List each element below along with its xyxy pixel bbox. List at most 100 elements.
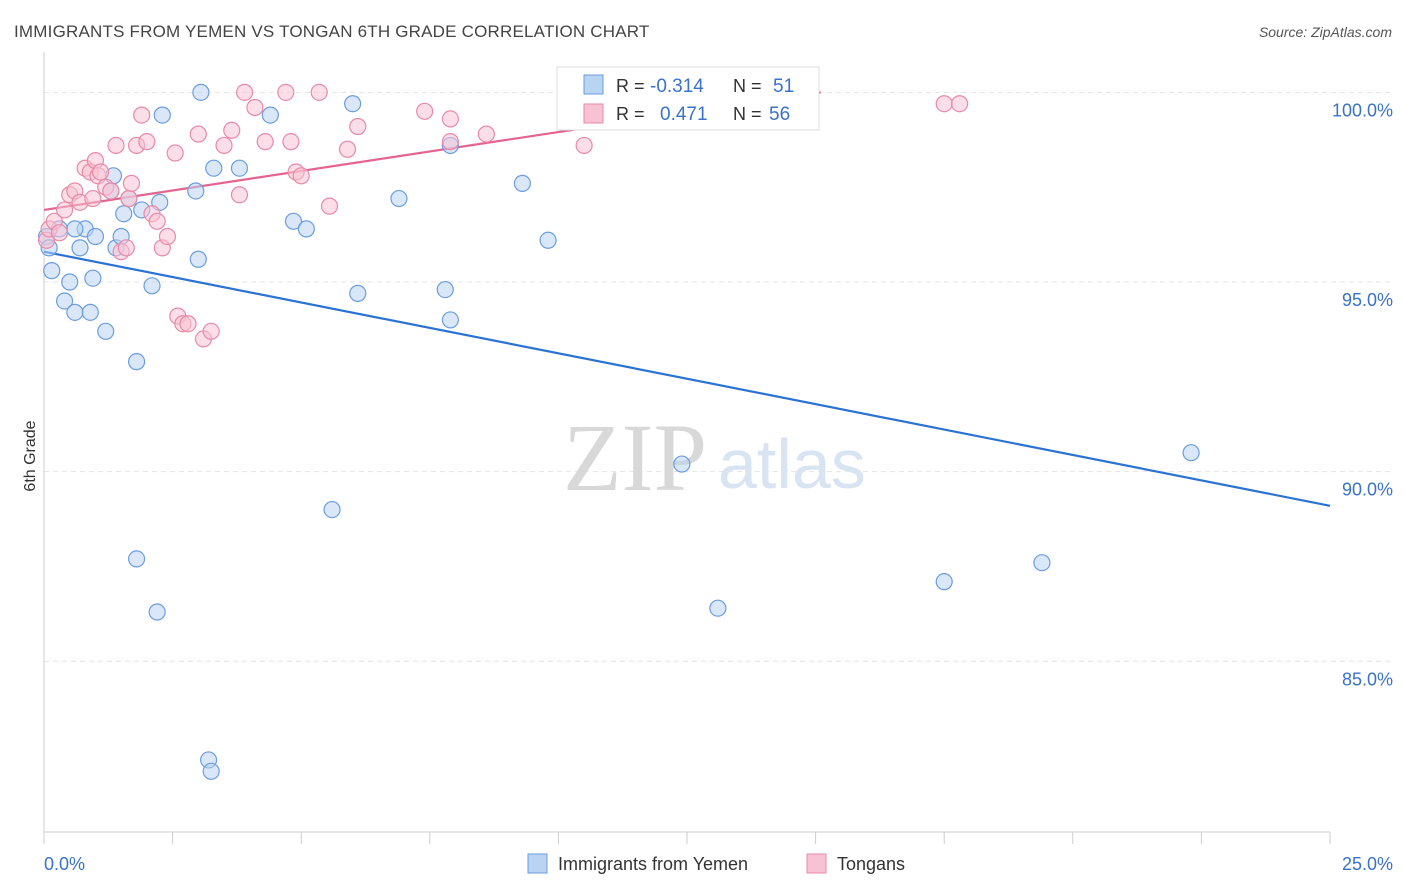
trend-line-yemen bbox=[43, 250, 1331, 507]
stats-r-value-1: -0.314 bbox=[650, 76, 704, 97]
point-tongans-19 bbox=[120, 189, 138, 208]
point-tongans-55 bbox=[292, 167, 310, 185]
point-yemen-48 bbox=[1182, 444, 1200, 462]
watermark: ZIP atlas bbox=[563, 404, 866, 511]
x-tick-label-0: 0.0% bbox=[44, 854, 85, 874]
point-tongans-4 bbox=[55, 201, 74, 219]
point-tongans-32 bbox=[189, 125, 207, 143]
point-yemen-43 bbox=[202, 762, 220, 780]
stats-n-label-1: N = bbox=[733, 76, 762, 96]
point-tongans-13 bbox=[91, 163, 110, 181]
point-yemen-37 bbox=[513, 174, 531, 192]
point-yemen-7 bbox=[71, 239, 89, 257]
point-tongans-3 bbox=[50, 224, 69, 242]
point-yemen-10 bbox=[84, 269, 102, 287]
legend-label-yemen: Immigrants from Yemen bbox=[558, 854, 748, 874]
point-yemen-32 bbox=[349, 284, 367, 302]
y-tick-label-1: 95.0% bbox=[1342, 290, 1393, 310]
point-tongans-16 bbox=[107, 136, 125, 155]
grid-lines bbox=[44, 91, 1390, 662]
y-tick-label-0: 100.0% bbox=[1332, 100, 1393, 120]
point-yemen-25 bbox=[192, 83, 210, 101]
stats-n-value-1: 51 bbox=[773, 76, 794, 97]
point-yemen-34 bbox=[436, 280, 454, 299]
point-yemen-18 bbox=[127, 353, 146, 371]
stats-r-label-2: R = bbox=[616, 104, 645, 124]
point-tongans-18 bbox=[117, 239, 135, 257]
point-yemen-46 bbox=[935, 573, 953, 591]
point-tongans-15 bbox=[102, 182, 120, 200]
point-yemen-5 bbox=[61, 273, 79, 291]
point-yemen-38 bbox=[539, 231, 557, 249]
point-tongans-46 bbox=[338, 140, 357, 158]
legend-label-tongans: Tongans bbox=[837, 854, 905, 874]
point-tongans-41 bbox=[277, 83, 295, 101]
x-tick-label-1: 25.0% bbox=[1342, 854, 1393, 874]
point-tongans-10 bbox=[84, 189, 102, 208]
point-yemen-16 bbox=[115, 205, 133, 223]
y-axis-label: 6th Grade bbox=[22, 420, 39, 491]
point-tongans-48 bbox=[416, 102, 434, 120]
point-yemen-24 bbox=[189, 250, 207, 268]
stats-swatch-pink bbox=[583, 103, 604, 124]
point-tongans-37 bbox=[230, 186, 249, 204]
point-yemen-11 bbox=[86, 227, 105, 246]
point-yemen-28 bbox=[261, 106, 279, 124]
point-tongans-20 bbox=[122, 174, 141, 192]
point-yemen-12 bbox=[97, 322, 115, 340]
series-legend: Immigrants from Yemen Tongans bbox=[527, 853, 905, 874]
point-tongans-23 bbox=[138, 133, 156, 151]
point-yemen-49 bbox=[66, 220, 84, 238]
point-tongans-54 bbox=[951, 95, 969, 113]
point-yemen-9 bbox=[81, 303, 99, 321]
point-yemen-4 bbox=[55, 292, 74, 310]
point-yemen-6 bbox=[66, 303, 84, 321]
point-yemen-30 bbox=[297, 220, 315, 238]
source-credit: Source: ZipAtlas.com bbox=[1258, 24, 1392, 40]
point-yemen-44 bbox=[673, 455, 691, 473]
stats-legend: R = -0.314 N = 51 R = 0.471 N = 56 bbox=[556, 66, 820, 131]
chart-title: IMMIGRANTS FROM YEMEN VS TONGAN 6TH GRAD… bbox=[14, 22, 650, 41]
point-tongans-51 bbox=[477, 125, 495, 143]
point-tongans-39 bbox=[246, 98, 264, 117]
point-yemen-45 bbox=[709, 599, 727, 617]
point-tongans-52 bbox=[575, 136, 593, 155]
point-tongans-47 bbox=[349, 117, 367, 136]
point-yemen-29 bbox=[284, 212, 303, 230]
legend-swatch-tongans bbox=[806, 853, 827, 874]
point-tongans-35 bbox=[215, 136, 233, 155]
point-tongans-40 bbox=[256, 133, 274, 151]
stats-n-value-2: 56 bbox=[769, 104, 790, 125]
point-yemen-27 bbox=[230, 159, 249, 177]
y-tick-label-3: 85.0% bbox=[1342, 669, 1393, 689]
point-yemen-41 bbox=[323, 500, 341, 519]
point-yemen-33 bbox=[390, 189, 408, 208]
point-tongans-49 bbox=[441, 133, 459, 151]
point-tongans-36 bbox=[223, 121, 241, 139]
point-yemen-2 bbox=[43, 262, 61, 280]
tick-labels: 100.0% 95.0% 90.0% 85.0% 0.0% 25.0% bbox=[44, 100, 1393, 874]
point-tongans-38 bbox=[236, 83, 254, 101]
stats-n-label-2: N = bbox=[733, 104, 762, 124]
point-yemen-40 bbox=[148, 603, 166, 621]
point-yemen-20 bbox=[143, 277, 161, 295]
point-tongans-42 bbox=[282, 133, 300, 151]
point-yemen-23 bbox=[187, 182, 205, 200]
axes bbox=[43, 52, 1331, 844]
stats-r-value-2: 0.471 bbox=[660, 104, 708, 125]
point-yemen-47 bbox=[1033, 554, 1051, 572]
point-tongans-34 bbox=[202, 322, 220, 340]
point-yemen-22 bbox=[153, 106, 171, 124]
watermark-atlas: atlas bbox=[718, 425, 866, 503]
point-tongans-53 bbox=[935, 95, 953, 113]
point-yemen-39 bbox=[127, 550, 146, 568]
point-yemen-26 bbox=[205, 159, 223, 177]
legend-swatch-yemen bbox=[527, 853, 548, 874]
point-tongans-22 bbox=[133, 106, 151, 124]
point-tongans-28 bbox=[166, 144, 184, 162]
point-tongans-27 bbox=[158, 227, 177, 246]
point-yemen-36 bbox=[441, 311, 459, 329]
y-tick-label-2: 90.0% bbox=[1342, 480, 1393, 500]
point-tongans-50 bbox=[441, 110, 459, 128]
